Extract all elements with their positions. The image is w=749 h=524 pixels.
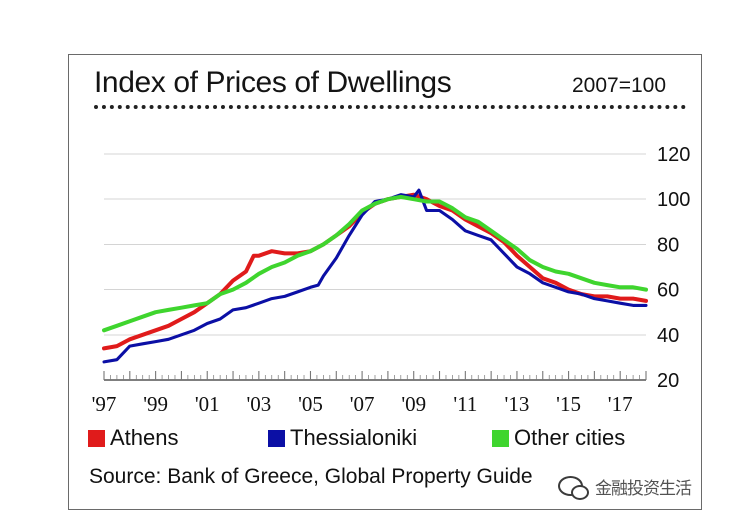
x-tick-label-'07: '07 bbox=[350, 392, 375, 416]
x-tick-label-'03: '03 bbox=[246, 392, 271, 416]
source-note: Source: Bank of Greece, Global Property … bbox=[89, 465, 533, 488]
x-tick-label-'11: '11 bbox=[453, 392, 477, 416]
x-tick-label-'99: '99 bbox=[143, 392, 168, 416]
base-year-note: 2007=100 bbox=[572, 74, 667, 97]
y-tick-label-20: 20 bbox=[657, 370, 679, 392]
series-layer bbox=[102, 188, 648, 364]
legend-item-thessialoniki: Thessialoniki bbox=[268, 425, 417, 451]
legend-item-other-cities: Other cities bbox=[492, 425, 625, 451]
y-tick-label-40: 40 bbox=[657, 325, 679, 347]
legend-label-athens: Athens bbox=[110, 425, 179, 450]
y-axis: 20 40 60 80 100 120 bbox=[657, 144, 690, 392]
chart-legend: Athens Thessialoniki Other cities bbox=[88, 425, 648, 455]
x-tick-label-'15: '15 bbox=[556, 392, 581, 416]
chart-title: Index of Prices of Dwellings bbox=[94, 66, 452, 99]
watermark: 金融投资生活 bbox=[557, 468, 743, 504]
y-tick-label-80: 80 bbox=[657, 234, 679, 256]
x-tick-label-'13: '13 bbox=[505, 392, 530, 416]
grid-layer bbox=[104, 153, 646, 336]
x-tick-label-'97: '97 bbox=[92, 392, 117, 416]
chat-bubble-small-icon bbox=[571, 485, 589, 500]
x-tick-label-'05: '05 bbox=[298, 392, 323, 416]
y-tick-label-60: 60 bbox=[657, 280, 679, 302]
athens-swatch bbox=[88, 429, 105, 447]
x-tick-label-'17: '17 bbox=[608, 392, 633, 416]
x-axis: '97 '99 '01 '03 '05 '07 '09 '11 '13 '15 '17 bbox=[92, 371, 647, 416]
x-tick-label-'01: '01 bbox=[195, 392, 220, 416]
other-cities-swatch bbox=[492, 429, 509, 447]
watermark-text: 金融投资生活 bbox=[595, 478, 692, 499]
chat-bubbles-icon bbox=[557, 471, 591, 501]
legend-item-athens: Athens bbox=[88, 425, 179, 451]
title-dotted-divider bbox=[94, 105, 686, 109]
x-tick-label-'09: '09 bbox=[401, 392, 426, 416]
legend-label-other-cities: Other cities bbox=[514, 425, 626, 450]
y-tick-label-120: 120 bbox=[657, 144, 690, 166]
legend-label-thessialoniki: Thessialoniki bbox=[290, 425, 418, 450]
y-tick-label-100: 100 bbox=[657, 189, 690, 211]
series-line-other-cities bbox=[102, 194, 648, 333]
series-line-thessialoniki bbox=[102, 188, 648, 364]
thessialoniki-swatch bbox=[268, 429, 285, 447]
